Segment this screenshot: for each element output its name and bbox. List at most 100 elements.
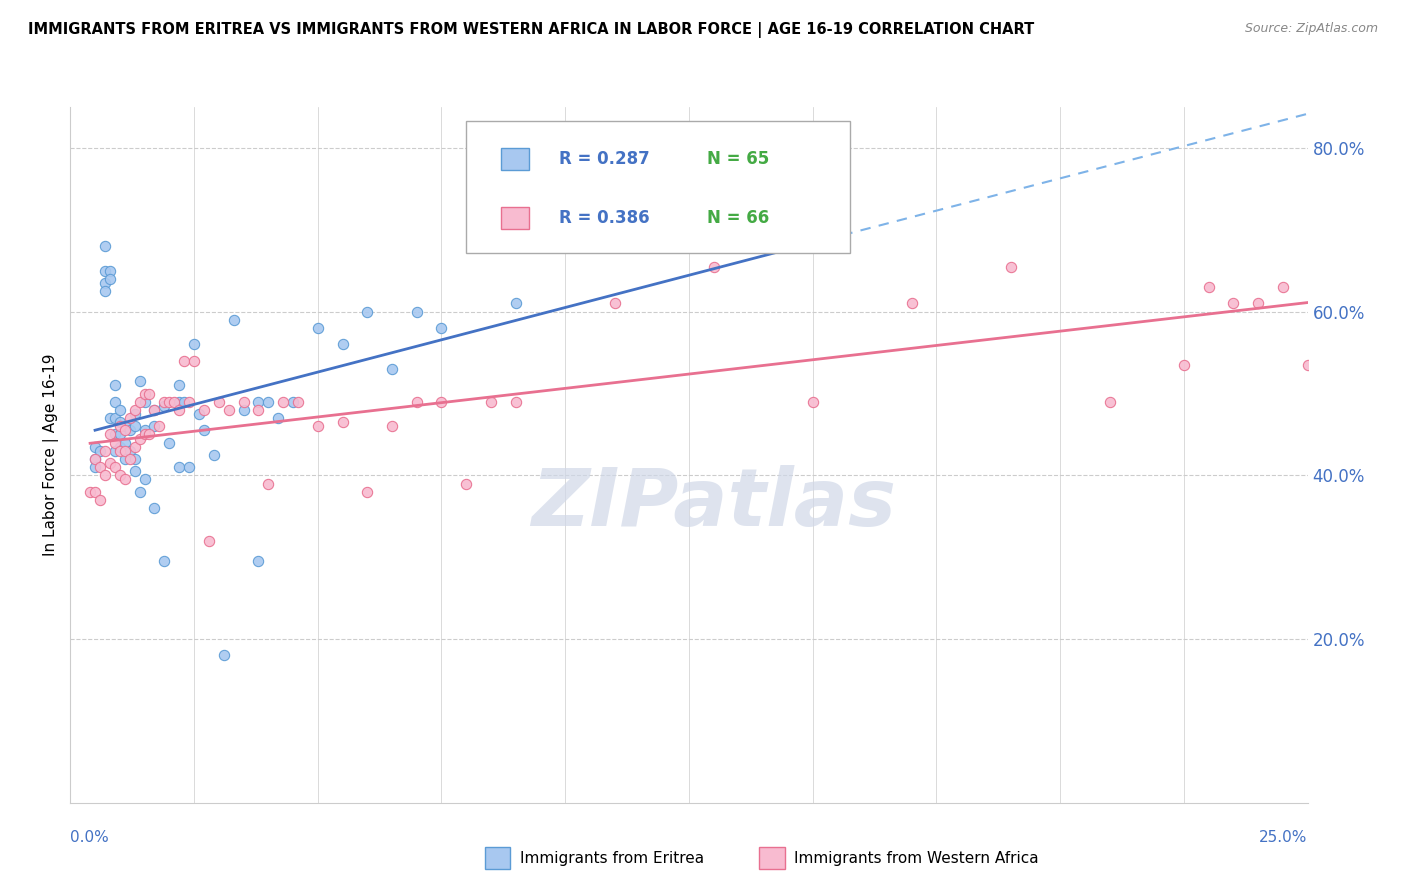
Point [177, 460, 200, 475]
Point [198, 533, 221, 548]
FancyBboxPatch shape [501, 148, 529, 170]
Point [218, 403, 240, 417]
Point [703, 260, 725, 274]
Point [247, 554, 270, 568]
Point [153, 394, 176, 409]
Point [128, 432, 150, 446]
Point [104, 427, 127, 442]
Point [143, 419, 166, 434]
Text: N = 66: N = 66 [707, 210, 769, 227]
FancyBboxPatch shape [467, 121, 849, 253]
Y-axis label: In Labor Force | Age 16-19: In Labor Force | Age 16-19 [44, 353, 59, 557]
Point [108, 440, 131, 454]
Point [94, 468, 117, 483]
Point [94, 264, 117, 278]
Point [114, 423, 136, 437]
Point [104, 443, 127, 458]
Point [104, 394, 127, 409]
Point [430, 394, 453, 409]
Point [405, 394, 427, 409]
Point [281, 394, 304, 409]
Point [128, 394, 150, 409]
Point [157, 435, 180, 450]
Point [801, 394, 824, 409]
Point [167, 460, 190, 475]
Point [247, 403, 270, 417]
Point [124, 464, 146, 478]
Point [381, 362, 404, 376]
Point [1098, 394, 1121, 409]
Point [134, 473, 156, 487]
Point [124, 407, 146, 421]
Point [232, 403, 254, 417]
Point [108, 427, 131, 442]
Text: Immigrants from Western Africa: Immigrants from Western Africa [794, 851, 1039, 865]
Point [108, 443, 131, 458]
Point [1173, 358, 1195, 372]
Point [776, 239, 799, 253]
Point [128, 484, 150, 499]
Point [1271, 280, 1294, 294]
Point [222, 313, 245, 327]
Point [114, 473, 136, 487]
Point [84, 440, 107, 454]
Point [167, 403, 190, 417]
Point [98, 272, 121, 286]
Point [271, 394, 294, 409]
Point [84, 452, 107, 467]
Point [114, 435, 136, 450]
Text: 25.0%: 25.0% [1260, 830, 1308, 845]
Point [89, 460, 111, 475]
Point [267, 411, 290, 425]
Point [134, 394, 156, 409]
Point [257, 476, 280, 491]
Point [89, 492, 111, 507]
Text: N = 65: N = 65 [707, 150, 769, 169]
Point [138, 386, 160, 401]
FancyBboxPatch shape [501, 207, 529, 229]
Point [1247, 296, 1270, 310]
Point [381, 419, 404, 434]
Point [1296, 358, 1319, 372]
Point [108, 403, 131, 417]
Point [118, 423, 141, 437]
Point [1198, 280, 1220, 294]
Point [104, 460, 127, 475]
Point [94, 284, 117, 298]
Point [307, 419, 329, 434]
Text: ZIPatlas: ZIPatlas [531, 465, 896, 542]
Point [247, 394, 270, 409]
Point [134, 423, 156, 437]
Text: Source: ZipAtlas.com: Source: ZipAtlas.com [1244, 22, 1378, 36]
Point [430, 321, 453, 335]
Point [124, 419, 146, 434]
Point [94, 443, 117, 458]
Point [212, 648, 235, 663]
Point [356, 304, 378, 318]
Point [89, 443, 111, 458]
Point [193, 423, 215, 437]
Text: R = 0.287: R = 0.287 [560, 150, 650, 169]
Point [167, 378, 190, 392]
Point [138, 427, 160, 442]
Point [356, 484, 378, 499]
Point [94, 276, 117, 290]
Point [79, 484, 101, 499]
Point [153, 399, 176, 413]
Point [94, 239, 117, 253]
Point [124, 452, 146, 467]
Point [287, 394, 309, 409]
Point [505, 296, 527, 310]
Text: IMMIGRANTS FROM ERITREA VS IMMIGRANTS FROM WESTERN AFRICA IN LABOR FORCE | AGE 1: IMMIGRANTS FROM ERITREA VS IMMIGRANTS FR… [28, 22, 1035, 38]
Point [104, 378, 127, 392]
Text: Immigrants from Eritrea: Immigrants from Eritrea [520, 851, 704, 865]
Point [900, 296, 922, 310]
Point [143, 403, 166, 417]
Point [108, 419, 131, 434]
Point [173, 353, 195, 368]
Text: R = 0.386: R = 0.386 [560, 210, 650, 227]
Point [98, 264, 121, 278]
Point [183, 353, 205, 368]
Point [118, 452, 141, 467]
Point [148, 419, 170, 434]
